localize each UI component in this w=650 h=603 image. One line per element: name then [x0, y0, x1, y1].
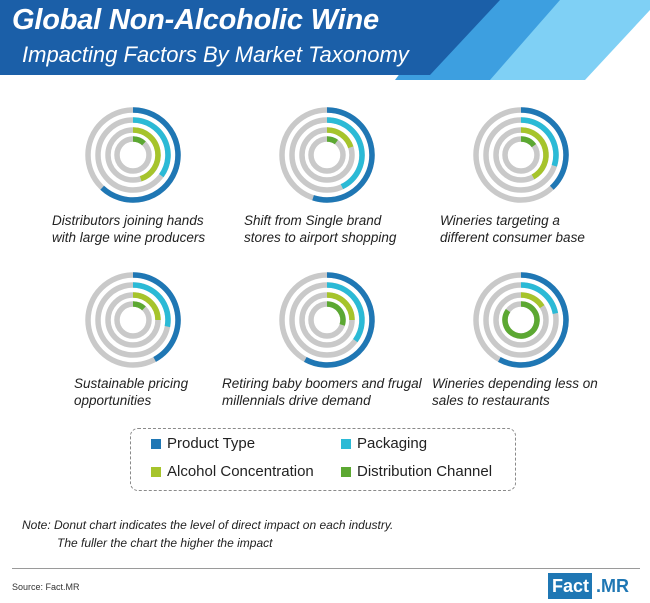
header-dark-band — [0, 0, 500, 75]
donut-arc-distribution-channel — [132, 301, 146, 311]
donut-arc-packaging — [326, 282, 365, 343]
chart-caption: Retiring baby boomers and frugal millenn… — [222, 375, 442, 409]
donut-arc-packaging — [132, 117, 171, 178]
donut-arc-product-type — [312, 107, 375, 203]
chart-caption: Shift from Single brand stores to airpor… — [244, 212, 464, 246]
donut-arc-alcohol-concentration — [326, 127, 354, 149]
caption-line: Wineries depending less on — [432, 376, 598, 391]
donut-arc-product-type — [132, 272, 181, 362]
legend-label: Alcohol Concentration — [167, 463, 314, 480]
caption-line: different consumer base — [440, 230, 585, 245]
legend-swatch — [151, 438, 161, 449]
donut-track — [308, 136, 346, 174]
caption-line: opportunities — [74, 393, 152, 408]
caption-line: Wineries targeting a — [440, 213, 560, 228]
legend-label: Packaging — [357, 435, 428, 452]
caption-line: sales to restaurants — [432, 393, 550, 408]
header-banner: Global Non-Alcoholic Wine Impacting Fact… — [0, 0, 650, 85]
donut-arc-alcohol-concentration — [132, 127, 161, 182]
legend-label: Distribution Channel — [357, 463, 493, 480]
page-subtitle: Impacting Factors By Market Taxonomy — [22, 42, 409, 67]
caption-line: stores to airport shopping — [244, 230, 397, 245]
donut-arc-product-type — [304, 272, 375, 368]
caption-line: Retiring baby boomers and frugal — [222, 376, 422, 391]
donut-track — [114, 301, 152, 339]
donut-arc-alcohol-concentration — [520, 127, 549, 180]
donut-arc-distribution-channel — [326, 301, 346, 326]
caption-line: millennials drive demand — [222, 393, 371, 408]
factmr-logo[interactable]: Fact .MR — [548, 573, 633, 599]
header-shapes — [0, 0, 650, 80]
donut-charts — [85, 107, 569, 368]
legend: Product Type Packaging Alcohol Concentra… — [130, 428, 516, 491]
donut-arc-product-type — [498, 272, 569, 368]
footer-divider — [12, 568, 640, 569]
legend-swatch — [341, 438, 351, 449]
donut-arc-alcohol-concentration — [326, 292, 355, 321]
chart-caption: Wineries targeting a different consumer … — [440, 212, 650, 246]
legend-item: Product Type — [151, 435, 255, 452]
legend-label: Product Type — [167, 435, 256, 452]
page-title: Global Non-Alcoholic Wine — [12, 4, 379, 36]
source-text: Source: Fact.MR — [12, 582, 80, 592]
caption-line: with large wine producers — [52, 230, 206, 245]
donut-arc-packaging — [520, 282, 559, 315]
donut-arc-product-type — [520, 107, 569, 190]
legend-item: Alcohol Concentration — [151, 463, 314, 480]
chart-caption: Sustainable pricing opportunities — [74, 375, 294, 409]
note-line-2: The fuller the chart the higher the impa… — [57, 536, 273, 550]
donut-track — [114, 136, 152, 174]
legend-swatch — [341, 466, 351, 477]
caption-line: Distributors joining hands — [52, 213, 204, 228]
donut-arc-distribution-channel — [520, 136, 537, 148]
caption-line: Shift from Single brand — [244, 213, 382, 228]
donut-arc-alcohol-concentration — [520, 292, 545, 309]
chart-caption: Wineries depending less on sales to rest… — [432, 375, 650, 409]
caption-line: Sustainable pricing — [74, 376, 189, 391]
donut-arc-packaging — [520, 117, 559, 167]
legend-item: Distribution Channel — [341, 463, 492, 480]
donut-arc-packaging — [132, 282, 171, 328]
donut-arc-distribution-channel — [132, 136, 146, 146]
donut-arc-distribution-channel — [326, 136, 339, 145]
logo-part-1: Fact — [548, 573, 593, 599]
note-line-1: Note: Donut chart indicates the level of… — [22, 518, 394, 532]
legend-swatch — [151, 466, 161, 477]
donut-arc-product-type — [100, 107, 181, 203]
chart-note: Note: Donut chart indicates the level of… — [22, 516, 393, 552]
donut-arc-alcohol-concentration — [132, 292, 161, 321]
logo-part-2: .MR — [596, 575, 630, 596]
donut-arc-distribution-channel — [502, 301, 540, 339]
donut-arc-packaging — [326, 117, 365, 190]
legend-item: Packaging — [341, 435, 427, 452]
chart-caption: Distributors joining hands with large wi… — [52, 212, 272, 246]
